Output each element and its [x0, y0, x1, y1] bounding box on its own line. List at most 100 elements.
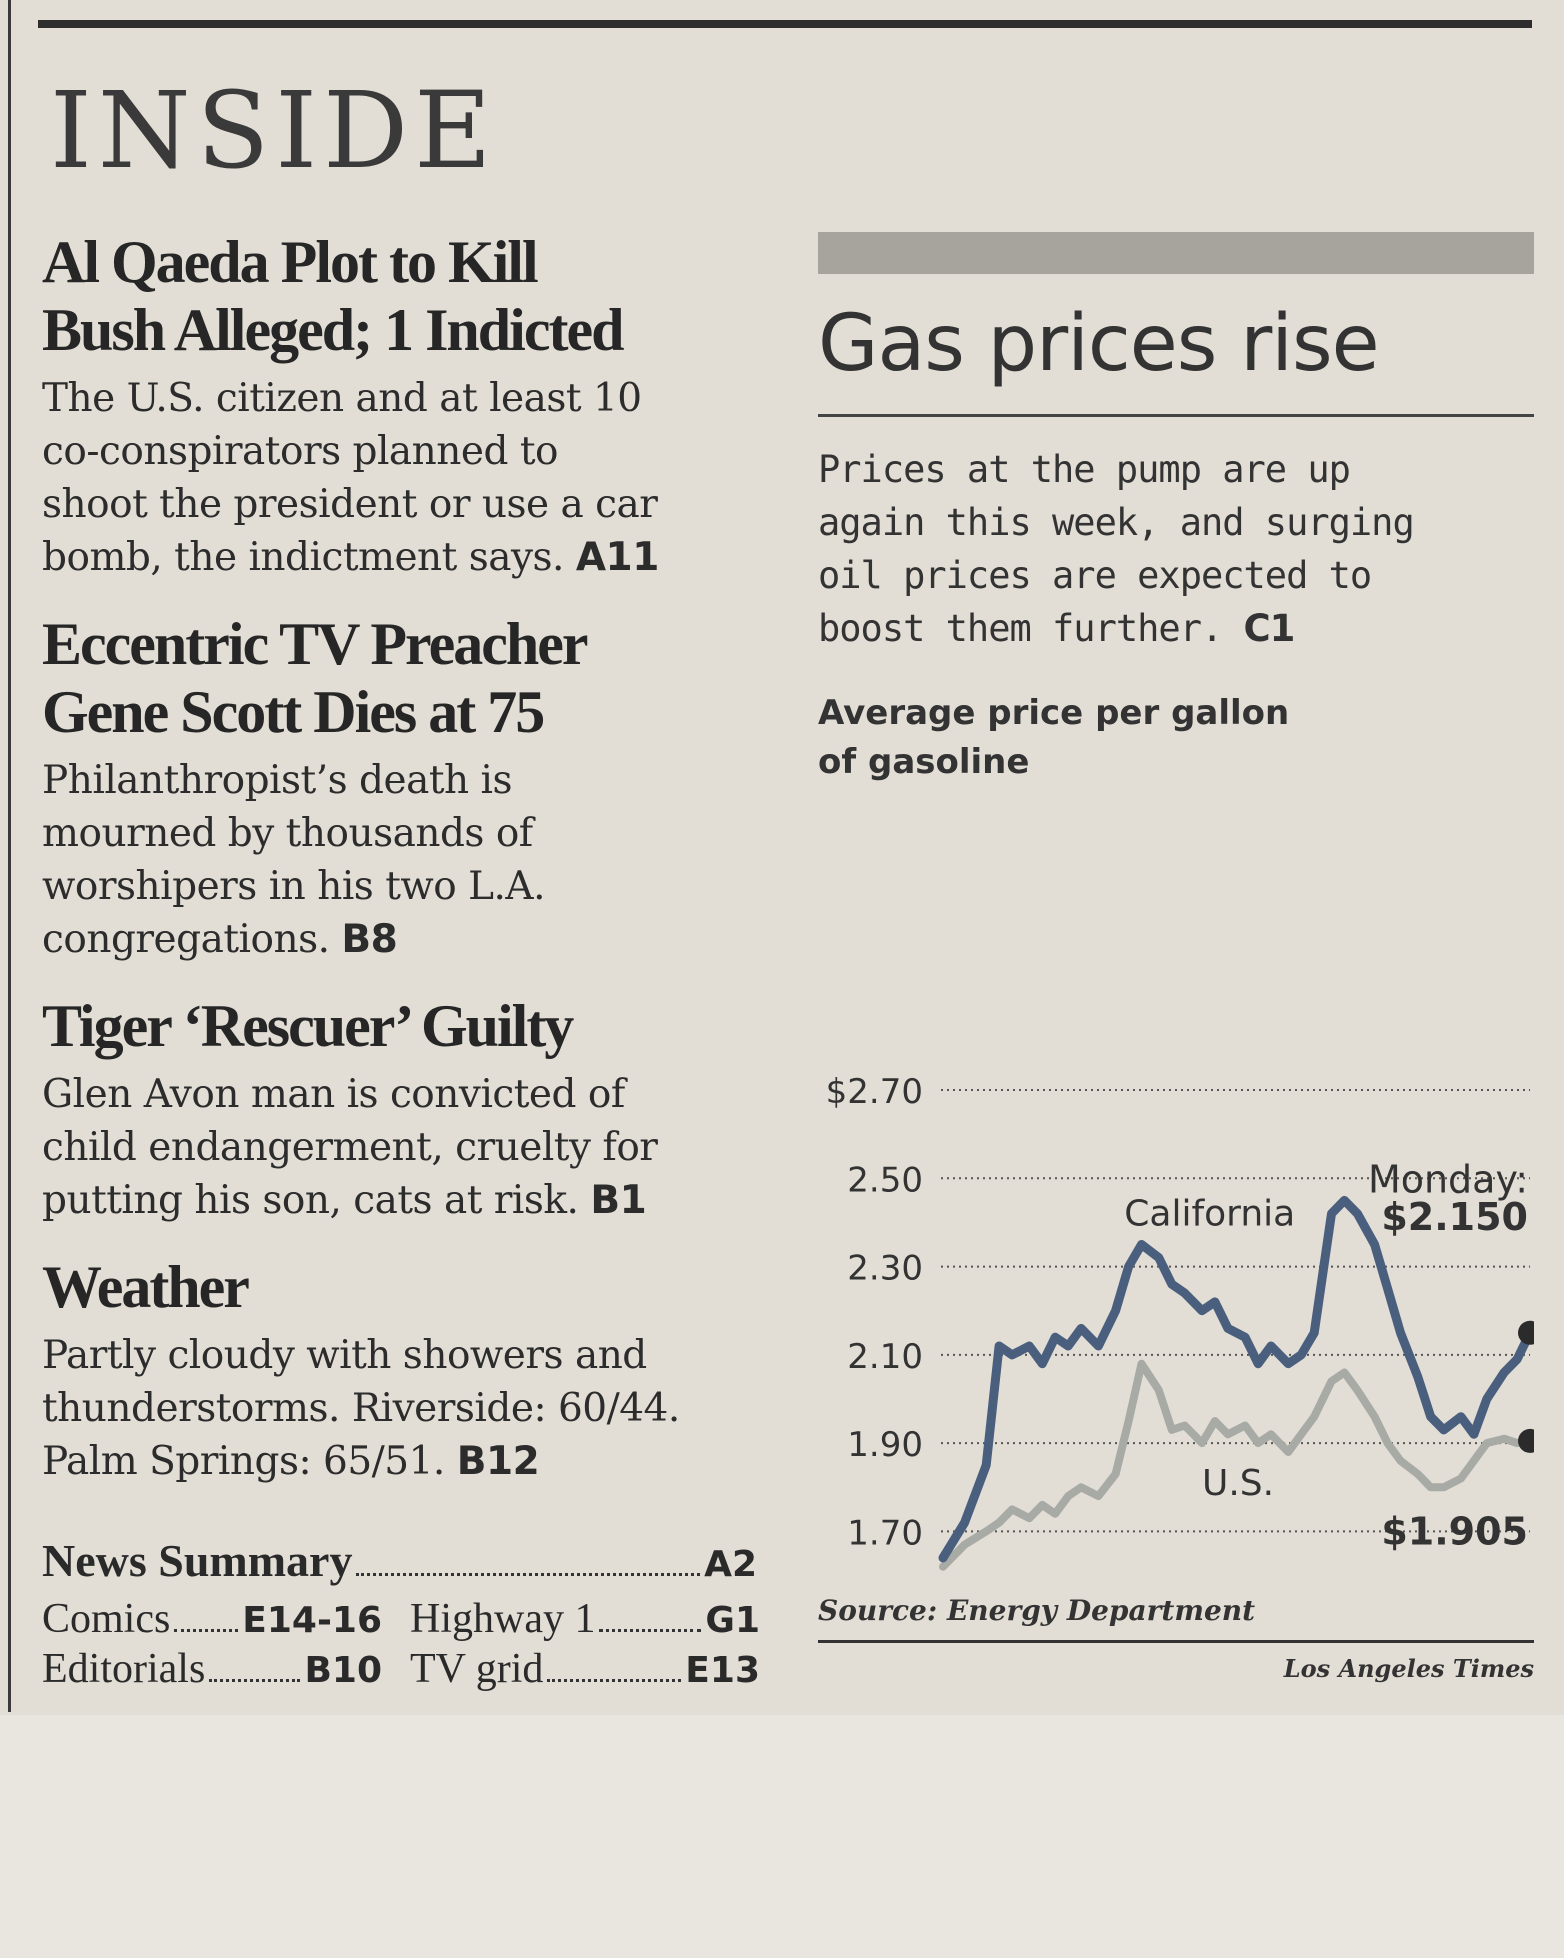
story-list: Al Qaeda Plot to Kill Bush Alleged; 1 In… [42, 228, 762, 1514]
y-tick-label: $2.70 [826, 1072, 923, 1112]
headline-line: Gene Scott Dies at 75 [42, 679, 545, 745]
blurb-line: Prices at the pump are up [818, 448, 1351, 491]
index-entry: Highway 1 G1 [410, 1596, 760, 1644]
publication-credit: Los Angeles Times [1283, 1654, 1534, 1683]
index-label: Highway 1 [410, 1596, 596, 1642]
blurb-line: again this week, and surging [818, 501, 1415, 544]
blurb-line: shoot the president or use a car [42, 482, 658, 527]
leader-dots [209, 1679, 301, 1682]
blurb-line: thunderstorms. Riverside: 60/44. [42, 1386, 680, 1431]
index-page: G1 [705, 1600, 760, 1641]
blurb-line: bomb, the indictment says. A11 [42, 531, 762, 584]
feature-rule [818, 414, 1534, 417]
index-page: A2 [704, 1544, 757, 1585]
us-monday-value: $1.905 [1381, 1509, 1528, 1553]
blurb-line: Philanthropist’s death is [42, 758, 513, 803]
blurb-line: mourned by thousands of [42, 811, 533, 856]
series-endpoint [1518, 1428, 1534, 1453]
us-label: U.S. [1202, 1463, 1274, 1504]
series-line [939, 1359, 1534, 1571]
headline-line: Bush Alleged; 1 Indicted [42, 297, 624, 363]
index-label: News Summary [42, 1535, 353, 1586]
headline-line: Weather [42, 1254, 250, 1320]
story-headline: Eccentric TV Preacher Gene Scott Dies at… [42, 610, 762, 746]
page-reference: A11 [575, 535, 659, 580]
index-grid: Comics E14-16 Highway 1 G1 Editorials B1… [42, 1596, 760, 1694]
blurb-line: Glen Avon man is convicted of [42, 1072, 625, 1117]
index-label: Editorials [42, 1646, 206, 1692]
feature-blurb: Prices at the pump are up again this wee… [818, 443, 1534, 655]
page-reference: C1 [1243, 607, 1296, 650]
story: Al Qaeda Plot to Kill Bush Alleged; 1 In… [42, 228, 762, 584]
story-blurb: Philanthropist’s death is mourned by tho… [42, 754, 762, 966]
blurb-line: child endangerment, cruelty for [42, 1125, 658, 1170]
index-label: TV grid [410, 1646, 544, 1692]
story-headline: Tiger ‘Rescuer’ Guilty [42, 992, 762, 1060]
blurb-text: boost them further. [818, 607, 1223, 650]
story: Weather Partly cloudy with showers and t… [42, 1253, 762, 1488]
blurb-line: boost them further. C1 [818, 602, 1534, 655]
y-tick-label: 2.10 [847, 1337, 923, 1377]
blurb-text: congregations. [42, 917, 330, 962]
blurb-text: Palm Springs: 65/51. [42, 1439, 445, 1484]
chart-title-line: Average price per gallon [818, 693, 1290, 733]
headline-line: Tiger ‘Rescuer’ Guilty [42, 993, 574, 1059]
chart-title-line: of gasoline [818, 742, 1030, 782]
y-tick-label: 1.90 [847, 1425, 923, 1465]
section-title: INSIDE [50, 69, 498, 192]
blurb-line: putting his son, cats at risk. B1 [42, 1174, 762, 1227]
feature-box: Gas prices rise Prices at the pump are u… [818, 232, 1534, 1683]
headline-line: Eccentric TV Preacher [42, 611, 588, 677]
page-reference: B8 [341, 917, 398, 962]
story-headline: Weather [42, 1253, 762, 1321]
feature-title: Gas prices rise [818, 299, 1380, 389]
california-label: California [1124, 1194, 1295, 1235]
page-index: News Summary A2 Comics E14-16 Highway 1 … [42, 1538, 760, 1694]
story-headline: Al Qaeda Plot to Kill Bush Alleged; 1 In… [42, 228, 762, 364]
index-entry-news-summary: News Summary A2 [42, 1538, 757, 1588]
story-blurb: The U.S. citizen and at least 10 co-cons… [42, 372, 762, 584]
chart-source: Source: Energy Department [818, 1594, 1256, 1627]
series-endpoint [1518, 1320, 1534, 1345]
gas-price-chart: $2.702.502.302.101.901.701.501.30JFMAMJJ… [826, 1072, 1534, 1571]
story: Tiger ‘Rescuer’ Guilty Glen Avon man is … [42, 992, 762, 1227]
blurb-line: Partly cloudy with showers and [42, 1333, 647, 1378]
index-entry: Comics E14-16 [42, 1596, 382, 1644]
california-monday-value: $2.150 [1381, 1195, 1528, 1239]
blurb-line: congregations. B8 [42, 913, 762, 966]
blurb-line: oil prices are expected to [818, 554, 1372, 597]
leader-dots [356, 1573, 701, 1576]
page-margin [0, 1715, 1564, 1958]
y-tick-label: 2.30 [847, 1249, 923, 1289]
blurb-line: Palm Springs: 65/51. B12 [42, 1435, 762, 1488]
headline-line: Al Qaeda Plot to Kill [42, 229, 539, 295]
y-tick-label: 1.70 [847, 1513, 923, 1553]
blurb-line: co-conspirators planned to [42, 429, 559, 474]
chart-title: Average price per gallon of gasoline [818, 689, 1534, 787]
index-page: E13 [685, 1650, 760, 1691]
source-rule [818, 1640, 1534, 1643]
leader-dots [599, 1629, 702, 1632]
monday-label: Monday: [1368, 1157, 1528, 1201]
y-tick-label: 2.50 [847, 1160, 923, 1200]
feature-header-bar [818, 232, 1534, 274]
blurb-line: worshipers in his two L.A. [42, 864, 546, 909]
top-rule [38, 20, 1532, 28]
index-entry: Editorials B10 [42, 1646, 382, 1694]
left-column-rule [8, 0, 11, 1712]
index-page: B10 [304, 1650, 382, 1691]
index-page: E14-16 [242, 1600, 382, 1641]
leader-dots [547, 1679, 682, 1682]
page-reference: B1 [590, 1178, 647, 1223]
page-reference: B12 [456, 1439, 540, 1484]
blurb-text: putting his son, cats at risk. [42, 1178, 579, 1223]
blurb-text: bomb, the indictment says. [42, 535, 564, 580]
story-blurb: Partly cloudy with showers and thunderst… [42, 1329, 762, 1488]
series-line [938, 1195, 1534, 1563]
index-entry: TV grid E13 [410, 1646, 760, 1694]
index-label: Comics [42, 1596, 171, 1642]
blurb-line: The U.S. citizen and at least 10 [42, 376, 642, 421]
leader-dots [174, 1629, 239, 1632]
story-blurb: Glen Avon man is convicted of child enda… [42, 1068, 762, 1227]
